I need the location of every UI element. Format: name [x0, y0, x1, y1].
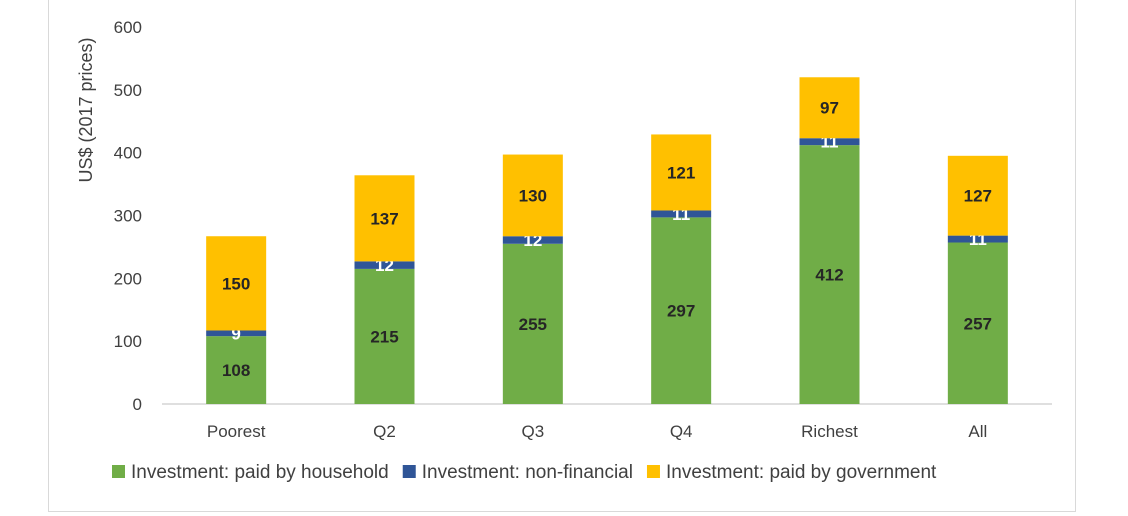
- bar-segment: [502, 243, 563, 404]
- bar-segment: [799, 138, 860, 146]
- data-label: 9: [231, 324, 240, 343]
- bar-segment: [651, 134, 712, 211]
- data-label: 215: [370, 327, 398, 346]
- legend-swatch: [646, 465, 660, 478]
- y-tick-label: 0: [133, 395, 142, 414]
- bar-segment: [947, 235, 1008, 243]
- bar-segment: [947, 242, 1008, 404]
- legend-label: Investment: paid by government: [666, 462, 937, 483]
- bars: 1089150215121372551213029711121412119725…: [206, 77, 1008, 405]
- legend-label: Investment: non-financial: [422, 462, 633, 483]
- legend-swatch: [402, 465, 416, 478]
- bar-segment: [651, 217, 712, 404]
- data-label: 130: [519, 186, 547, 205]
- data-label: 97: [820, 99, 839, 118]
- y-tick-label: 400: [114, 144, 142, 163]
- bar-segment: [354, 261, 415, 269]
- y-tick-label: 600: [114, 18, 142, 37]
- x-tick-label: Richest: [801, 422, 858, 441]
- x-tick-label: All: [968, 422, 987, 441]
- bar-segment: [206, 336, 267, 404]
- data-label: 150: [222, 274, 250, 293]
- y-axis: 0 100 200 300 400 500 600: [114, 18, 142, 414]
- x-tick-label: Q2: [373, 422, 396, 441]
- bar-segment: [799, 77, 860, 139]
- data-label: 121: [667, 163, 695, 182]
- bar-segment: [502, 236, 563, 244]
- data-label: 297: [667, 302, 695, 321]
- bar-segment: [206, 330, 267, 337]
- y-tick-label: 100: [114, 332, 142, 351]
- data-label: 412: [815, 266, 843, 285]
- x-axis-labels: Poorest Q2 Q3 Q4 Richest All: [207, 422, 987, 441]
- chart-frame: [48, 0, 1076, 512]
- data-label: 257: [964, 314, 992, 333]
- bar-segment: [502, 154, 563, 237]
- x-tick-label: Q3: [521, 422, 544, 441]
- legend-swatch: [112, 465, 125, 478]
- y-tick-label: 300: [114, 207, 142, 226]
- x-tick-label: Poorest: [207, 422, 266, 441]
- data-label: 108: [222, 361, 250, 380]
- bar-segment: [206, 236, 267, 331]
- bar-segment: [651, 210, 712, 218]
- bar-segment: [354, 175, 415, 262]
- legend-label: Investment: paid by household: [131, 462, 389, 483]
- y-tick-label: 200: [114, 269, 142, 288]
- y-tick-label: 500: [114, 81, 142, 100]
- legend: Investment: paid by household Investment:…: [112, 462, 937, 483]
- data-label: 255: [519, 315, 547, 334]
- x-tick-label: Q4: [670, 422, 693, 441]
- bar-segment: [354, 268, 415, 404]
- bar-segment: [799, 145, 860, 405]
- bar-segment: [947, 155, 1008, 236]
- y-axis-title: US$ (2017 prices): [76, 37, 96, 182]
- data-label: 137: [370, 209, 398, 228]
- data-label: 127: [964, 187, 992, 206]
